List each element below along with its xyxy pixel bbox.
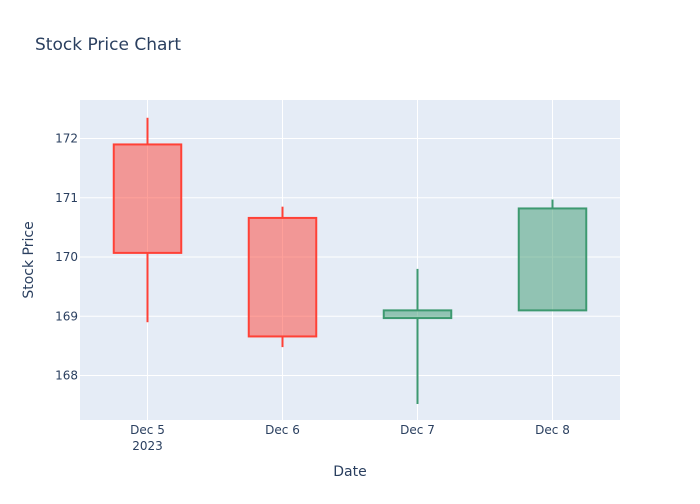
chart-title: Stock Price Chart: [35, 35, 181, 55]
candle-increasing: [382, 268, 453, 404]
y-tick-label: 172: [55, 132, 78, 146]
x-axis-ticks: Dec 5 2023 Dec 6 Dec 7 Dec 8: [130, 423, 570, 453]
x-tick-label: Dec 5: [130, 423, 165, 437]
candle-body: [247, 216, 318, 338]
x-tick-sublabel: 2023: [132, 439, 163, 453]
x-tick-label: Dec 8: [535, 423, 570, 437]
candle-body: [112, 143, 183, 254]
candle-body: [382, 309, 453, 320]
candle-decreasing: [247, 206, 318, 348]
y-tick-label: 168: [55, 369, 78, 383]
candles: [112, 117, 588, 404]
candle-increasing: [517, 199, 588, 312]
y-tick-label: 170: [55, 250, 78, 264]
y-tick-label: 171: [55, 191, 78, 205]
y-axis-title: Stock Price: [21, 221, 37, 298]
y-axis-ticks: 168 169 170 171 172: [55, 132, 78, 383]
x-axis-title: Date: [333, 464, 366, 480]
y-tick-label: 169: [55, 309, 78, 323]
candle-body: [517, 207, 588, 312]
candle-decreasing: [112, 117, 183, 323]
x-tick-label: Dec 7: [400, 423, 435, 437]
x-tick-label: Dec 6: [265, 423, 300, 437]
